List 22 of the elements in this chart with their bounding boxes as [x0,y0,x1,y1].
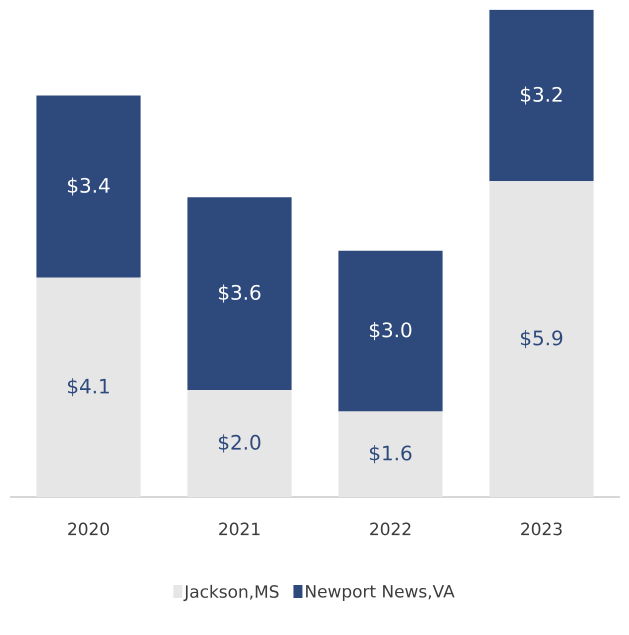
data-label: $1.6 [370,445,412,464]
bar [338,411,443,497]
bar [489,10,594,182]
bar [36,278,141,497]
data-label: $3.0 [370,322,412,340]
data-label: $4.1 [68,378,109,396]
x-tick-label: 2021 [219,522,260,536]
data-label: $3.4 [68,177,110,196]
data-label: $5.9 [520,330,562,348]
bar [187,197,292,390]
bar [489,181,594,497]
x-tick-label: 2020 [68,522,109,536]
legend-label: Newport News,VA [306,585,455,601]
bar [36,96,141,278]
bar [338,250,443,412]
bar [187,390,292,497]
data-label: $2.0 [218,434,260,452]
x-tick-label: 2023 [521,522,562,536]
x-tick-label: 2022 [370,522,410,536]
data-label: $3.6 [218,284,260,303]
legend-label: Jackson,MS [183,584,279,602]
data-label: $3.2 [520,86,562,105]
